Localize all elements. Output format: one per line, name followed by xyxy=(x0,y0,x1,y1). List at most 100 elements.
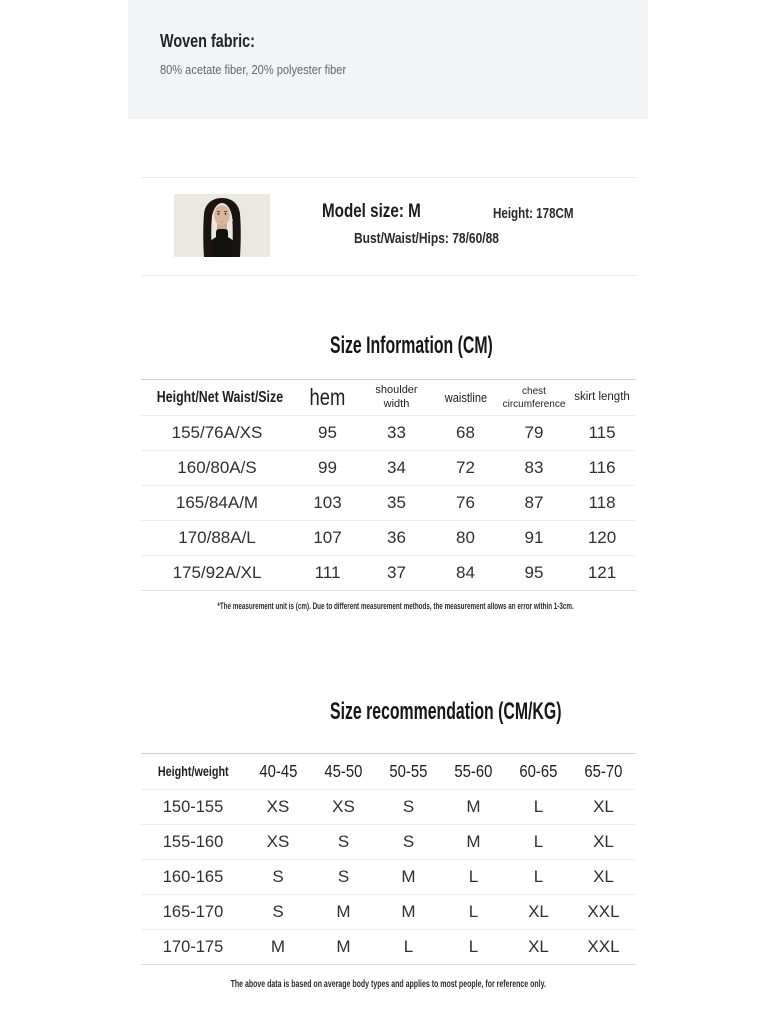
size-cell: 165/84A/M xyxy=(141,485,293,521)
col-header-hem: hem xyxy=(293,379,362,416)
table-cell: 120 xyxy=(568,520,636,556)
table-cell: 33 xyxy=(362,415,431,451)
size-cell: 160/80A/S xyxy=(141,450,293,486)
height-cell: 150-155 xyxy=(141,789,245,825)
table-cell: S xyxy=(245,894,311,930)
height-cell: 165-170 xyxy=(141,894,245,930)
recommendation-table-row: 165-170 S M M L XL XXL xyxy=(141,894,636,930)
table-cell: 84 xyxy=(431,555,500,591)
col-header-waistline: waistline xyxy=(431,379,500,416)
size-cell: 155/76A/XS xyxy=(141,415,293,451)
table-cell: 35 xyxy=(362,485,431,521)
table-cell: 68 xyxy=(431,415,500,451)
table-cell: 118 xyxy=(568,485,636,521)
table-cell: 107 xyxy=(293,520,362,556)
size-cell: 170/88A/L xyxy=(141,520,293,556)
table-cell: 37 xyxy=(362,555,431,591)
table-cell: S xyxy=(311,824,376,860)
col-header-weight-65-70: 65-70 xyxy=(571,753,636,790)
height-cell: 170-175 xyxy=(141,929,245,965)
col-header-weight-60-65: 60-65 xyxy=(506,753,571,790)
table-cell: 87 xyxy=(500,485,568,521)
table-cell: S xyxy=(376,789,441,825)
col-header-label: chest circumference xyxy=(502,385,566,410)
fabric-title: Woven fabric: xyxy=(160,31,279,52)
col-header-label: hem xyxy=(309,384,346,410)
table-cell: M xyxy=(441,789,506,825)
table-cell: L xyxy=(441,859,506,895)
fabric-title-label: Woven fabric: xyxy=(160,31,255,51)
col-header-label: 50-55 xyxy=(389,761,428,781)
model-height-label: Height: 178CM xyxy=(493,206,574,222)
model-photo xyxy=(174,194,270,257)
table-cell: M xyxy=(245,929,311,965)
table-cell: 95 xyxy=(293,415,362,451)
size-information-footnote: *The measurement unit is (cm). Due to di… xyxy=(141,601,636,611)
table-cell: XS xyxy=(311,789,376,825)
recommendation-table-row: 170-175 M M L L XL XXL xyxy=(141,929,636,965)
table-cell: S xyxy=(376,824,441,860)
table-cell: 91 xyxy=(500,520,568,556)
table-cell: XL xyxy=(571,824,636,860)
table-cell: 95 xyxy=(500,555,568,591)
table-cell: 111 xyxy=(293,555,362,591)
table-cell: 103 xyxy=(293,485,362,521)
recommendation-table-row: 150-155 XS XS S M L XL xyxy=(141,789,636,825)
fabric-composition-label: 80% acetate fiber, 20% polyester fiber xyxy=(160,62,347,77)
model-size: Model size: M xyxy=(322,201,446,223)
col-header-label: 60-65 xyxy=(519,761,558,781)
table-cell: L xyxy=(441,929,506,965)
table-cell: S xyxy=(311,859,376,895)
table-cell: 76 xyxy=(431,485,500,521)
size-recommendation-table: Height/weight 40-45 45-50 50-55 55-60 60… xyxy=(141,753,636,965)
table-cell: S xyxy=(245,859,311,895)
height-cell: 160-165 xyxy=(141,859,245,895)
col-header-weight-45-50: 45-50 xyxy=(311,753,376,790)
col-header-shoulder-width: shoulder width xyxy=(362,379,431,416)
table-cell: XL xyxy=(506,894,571,930)
col-header-label: 40-45 xyxy=(258,761,298,781)
col-header-skirt-length: skirt length xyxy=(568,379,636,416)
size-table-row: 170/88A/L 107 36 80 91 120 xyxy=(141,520,636,556)
size-table-row: 155/76A/XS 95 33 68 79 115 xyxy=(141,415,636,451)
table-cell: L xyxy=(506,859,571,895)
col-header-label: waistline xyxy=(444,390,487,405)
table-cell: 83 xyxy=(500,450,568,486)
table-cell: 80 xyxy=(431,520,500,556)
recommendation-table-row: 160-165 S S M L L XL xyxy=(141,859,636,895)
table-cell: 121 xyxy=(568,555,636,591)
size-recommendation-title-label: Size recommendation (CM/KG) xyxy=(330,698,562,725)
table-cell: M xyxy=(311,894,376,930)
size-table-header-row: Height/Net Waist/Size hem shoulder width… xyxy=(141,379,636,416)
col-header-label: Height/Net Waist/Size xyxy=(156,388,284,406)
col-header-label: 45-50 xyxy=(324,761,363,781)
table-cell: L xyxy=(506,824,571,860)
table-cell: M xyxy=(441,824,506,860)
col-header-label: 65-70 xyxy=(584,761,623,781)
table-cell: XXL xyxy=(571,929,636,965)
col-header-label: 55-60 xyxy=(454,761,493,781)
model-bust-waist-hips: Bust/Waist/Hips: 78/60/88 xyxy=(354,230,535,247)
size-information-title-label: Size Information (CM) xyxy=(330,332,493,359)
fabric-composition: 80% acetate fiber, 20% polyester fiber xyxy=(160,62,379,77)
table-cell: 79 xyxy=(500,415,568,451)
size-table-row: 165/84A/M 103 35 76 87 118 xyxy=(141,485,636,521)
table-cell: 115 xyxy=(568,415,636,451)
size-information-title: Size Information (CM) xyxy=(330,334,577,358)
col-header-weight-40-45: 40-45 xyxy=(245,753,311,790)
table-cell: XS xyxy=(245,789,311,825)
model-bust-waist-hips-label: Bust/Waist/Hips: 78/60/88 xyxy=(354,230,499,247)
size-information-footnote-label: *The measurement unit is (cm). Due to di… xyxy=(217,601,574,611)
table-cell: M xyxy=(376,894,441,930)
table-cell: M xyxy=(311,929,376,965)
recommendation-table-row: 155-160 XS S S M L XL xyxy=(141,824,636,860)
table-cell: XL xyxy=(506,929,571,965)
col-header-chest-circumference: chest circumference xyxy=(500,379,568,416)
table-cell: XL xyxy=(571,789,636,825)
table-cell: 116 xyxy=(568,450,636,486)
model-photo-image xyxy=(174,194,270,257)
col-header-height-weight: Height/weight xyxy=(141,753,245,790)
size-table-row: 175/92A/XL 111 37 84 95 121 xyxy=(141,555,636,591)
size-recommendation-footnote-label: The above data is based on average body … xyxy=(230,979,547,990)
